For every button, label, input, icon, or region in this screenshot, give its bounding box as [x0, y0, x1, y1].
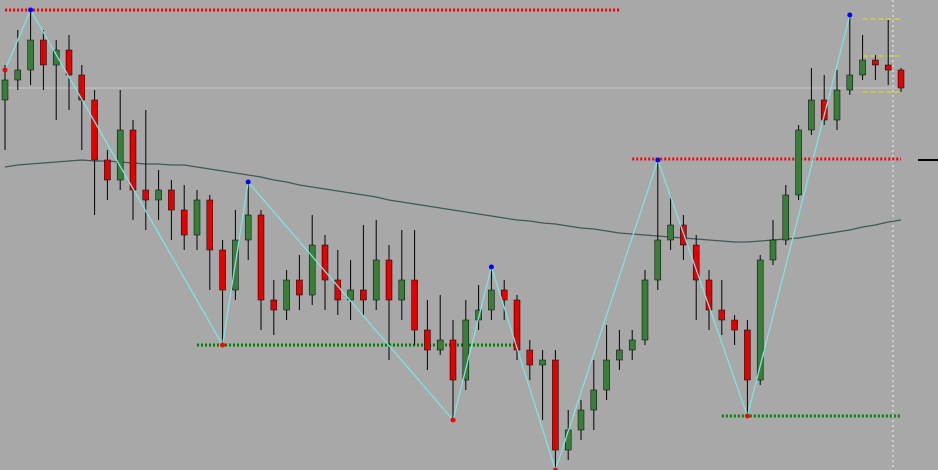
zigzag-pivot	[450, 417, 456, 423]
candle-body	[628, 339, 636, 351]
candle-body	[308, 244, 316, 296]
candle-body	[744, 329, 751, 381]
candle-body	[257, 214, 265, 301]
candle-body	[14, 69, 22, 81]
candle-body	[488, 289, 495, 311]
candle-body	[872, 59, 879, 66]
candle-body	[65, 49, 73, 76]
candle-body	[603, 359, 610, 391]
candle-body	[360, 289, 367, 301]
candle-body	[756, 259, 764, 381]
candle-body	[590, 389, 598, 411]
zigzag-pivot	[220, 342, 226, 348]
zigzag-pivot	[28, 7, 34, 13]
candle-body	[897, 69, 905, 89]
candle-body	[552, 359, 559, 451]
moving-average	[4, 159, 902, 243]
candle-body	[129, 129, 137, 191]
candle-body	[206, 199, 214, 251]
candle-body	[116, 129, 124, 181]
zigzag	[4, 8, 851, 470]
candle-body	[219, 249, 226, 291]
zigzag-pivot	[245, 179, 251, 185]
candle-body	[884, 64, 892, 71]
zigzag-pivot	[488, 264, 494, 270]
candle-body	[705, 279, 713, 311]
candle-body	[616, 349, 623, 361]
candle-body	[168, 189, 175, 211]
candle-body	[731, 319, 738, 331]
candle-body	[104, 159, 111, 181]
candle-body	[180, 209, 188, 236]
candle-body	[283, 279, 290, 311]
candle-body	[654, 239, 662, 281]
candle-body	[142, 189, 150, 201]
candle-body	[846, 74, 854, 91]
candle-body	[667, 224, 674, 241]
candle-body	[372, 259, 380, 301]
zigzag-pivot	[2, 67, 8, 73]
candle-body	[462, 319, 470, 381]
zigzag-pivot	[744, 413, 750, 419]
candle-body	[424, 329, 431, 351]
zigzag-pivot	[552, 467, 558, 470]
candle-body	[193, 199, 201, 236]
zigzag-pivot	[655, 157, 661, 163]
candle-body	[155, 189, 162, 201]
candle-body	[526, 349, 534, 366]
candle-body	[1, 79, 9, 101]
zigzag-pivot	[847, 12, 853, 18]
candle-body	[641, 279, 649, 341]
candle-body	[833, 89, 841, 121]
candle-body	[769, 239, 777, 261]
candle-body	[270, 299, 278, 311]
candle-body	[859, 59, 866, 76]
candle-body	[449, 339, 457, 381]
candle-body	[398, 279, 406, 301]
candle-body	[500, 289, 508, 301]
candle-body	[411, 279, 418, 331]
candle-body	[385, 259, 393, 301]
candle-body	[820, 99, 828, 121]
candle-body	[436, 339, 444, 351]
candle-body	[539, 359, 546, 366]
candle-body	[40, 39, 47, 66]
candle-body	[347, 289, 354, 301]
candle-body	[577, 409, 585, 431]
candle-body	[808, 99, 815, 131]
candle-body	[27, 39, 34, 71]
candle-body	[296, 279, 303, 296]
candle-body	[244, 214, 252, 241]
candle-body	[91, 99, 98, 161]
candle-body	[782, 194, 790, 241]
candle-body	[321, 244, 329, 281]
candle-body	[795, 129, 802, 196]
candle-body	[718, 309, 726, 321]
candle-body	[52, 49, 60, 66]
